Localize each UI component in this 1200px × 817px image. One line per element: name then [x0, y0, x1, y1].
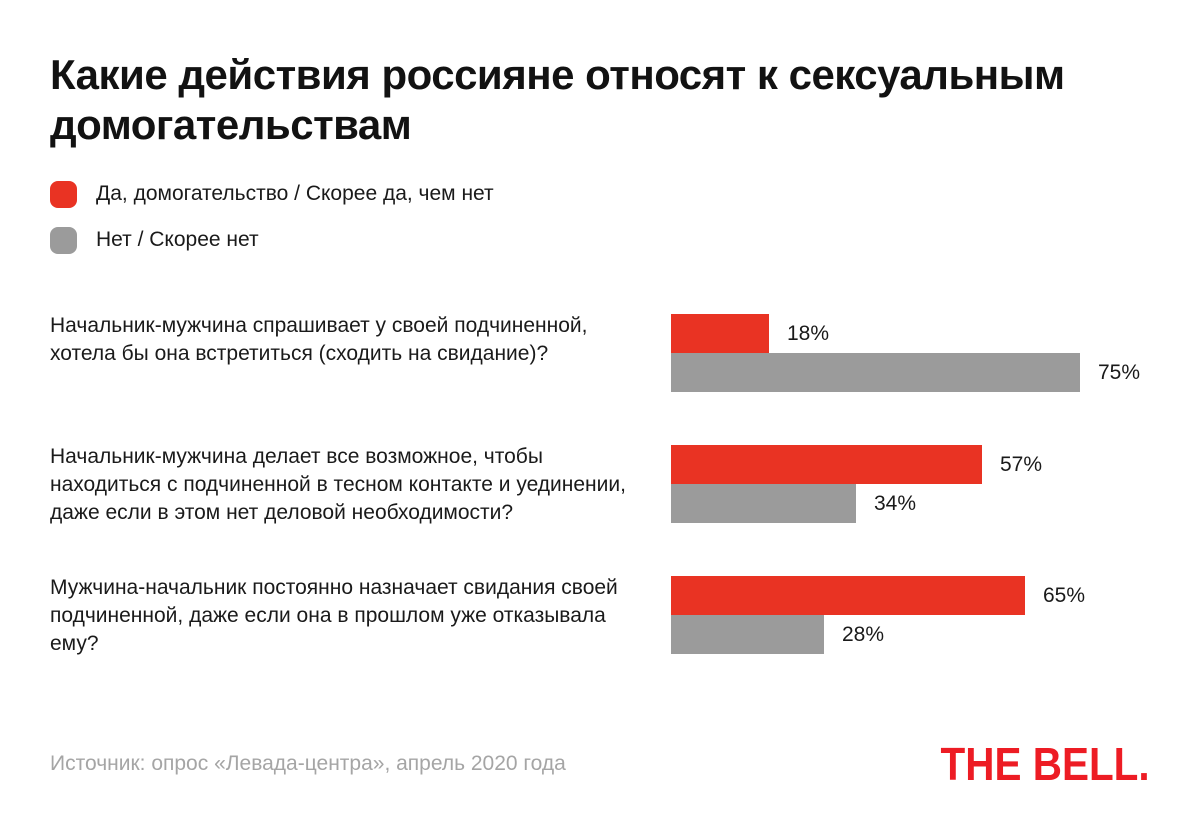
- legend-swatch-red: [50, 180, 77, 208]
- bar-line-yes: 18%: [671, 314, 1150, 353]
- bar-group: 65% 28%: [671, 574, 1150, 654]
- bar-value-label: 65%: [1043, 583, 1086, 607]
- source-note: Источник: опрос «Левада-центра», апрель …: [50, 752, 566, 775]
- bar-line-no: 34%: [671, 484, 1150, 523]
- bar-chart: Начальник-мужчина спрашивает у своей под…: [50, 312, 1150, 705]
- bar-line-yes: 65%: [671, 576, 1150, 615]
- bar-value-label: 75%: [1098, 360, 1141, 384]
- bar-value-label: 34%: [874, 491, 917, 515]
- bar-no: [671, 615, 824, 654]
- chart-row: Начальник-мужчина спрашивает у своей под…: [50, 312, 1150, 443]
- bar-value-label: 57%: [1000, 452, 1043, 476]
- category-label: Мужчина-начальник постоянно назначает св…: [50, 576, 618, 655]
- bar-group: 57% 34%: [671, 443, 1150, 523]
- bar-yes: [671, 314, 769, 353]
- bar-no: [671, 484, 856, 523]
- chart-row: Начальник-мужчина делает все возможное, …: [50, 443, 1150, 574]
- bar-value-label: 28%: [842, 622, 885, 646]
- bar-yes: [671, 445, 982, 484]
- page-title: Какие действия россияне относят к сексуа…: [50, 51, 1065, 148]
- legend-label-yes: Да, домогательство / Скорее да, чем нет: [96, 182, 494, 205]
- bar-line-no: 28%: [671, 615, 1150, 654]
- category-label: Начальник-мужчина спрашивает у своей под…: [50, 314, 588, 365]
- legend-label-no: Нет / Скорее нет: [96, 228, 259, 251]
- bar-line-no: 75%: [671, 353, 1150, 392]
- bar-line-yes: 57%: [671, 445, 1150, 484]
- legend-item-no: Нет / Скорее нет: [50, 226, 1150, 254]
- legend-item-yes: Да, домогательство / Скорее да, чем нет: [50, 180, 1150, 208]
- chart-row: Мужчина-начальник постоянно назначает св…: [50, 574, 1150, 705]
- bar-group: 18% 75%: [671, 312, 1150, 392]
- category-label: Начальник-мужчина делает все возможное, …: [50, 445, 626, 524]
- bar-yes: [671, 576, 1025, 615]
- bar-no: [671, 353, 1080, 392]
- footer: Источник: опрос «Левада-центра», апрель …: [50, 737, 1150, 791]
- chart-legend: Да, домогательство / Скорее да, чем нет …: [50, 180, 1150, 254]
- the-bell-logo: THE BELL.: [940, 738, 1150, 790]
- bar-value-label: 18%: [787, 321, 830, 345]
- legend-swatch-gray: [50, 226, 77, 254]
